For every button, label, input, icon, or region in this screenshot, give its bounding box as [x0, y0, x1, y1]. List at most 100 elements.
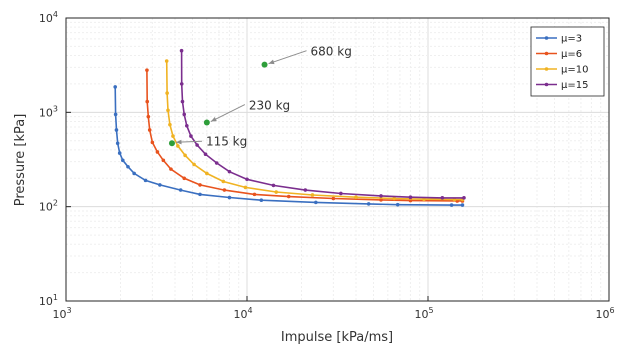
data-point	[158, 183, 162, 187]
data-point	[165, 91, 169, 95]
legend: μ=3 μ=6 μ=10 μ=15	[530, 26, 605, 97]
data-point	[252, 192, 257, 197]
legend-swatch-marker	[544, 36, 549, 40]
data-point	[143, 178, 148, 183]
annotation-arrow	[268, 50, 307, 65]
legend-label: μ=6	[561, 49, 582, 60]
data-point	[113, 85, 118, 89]
data-point	[132, 171, 136, 176]
data-point	[145, 68, 149, 72]
data-point	[310, 193, 315, 197]
x-axis: 103 104 105 106	[52, 296, 615, 321]
y-tick-base: 10	[39, 106, 53, 119]
data-point	[147, 128, 152, 132]
legend-label: μ=15	[561, 80, 588, 91]
data-point	[286, 194, 291, 199]
annotation-label: 230 kg	[249, 99, 290, 113]
data-point	[183, 153, 187, 158]
annotation-arrow	[210, 104, 246, 122]
data-point	[182, 176, 187, 181]
data-point	[150, 140, 155, 145]
x-tick-exponent: 5	[428, 306, 433, 315]
data-point	[117, 151, 122, 155]
series-line	[146, 70, 463, 202]
annotation-point	[168, 140, 175, 147]
plot-background	[66, 18, 609, 301]
data-point	[114, 128, 119, 132]
legend-entry: μ=15	[536, 80, 588, 91]
data-point	[155, 150, 160, 154]
series-group	[113, 48, 466, 207]
data-point	[198, 192, 202, 197]
y-tick-label: 102	[39, 199, 58, 214]
data-point	[113, 112, 118, 117]
data-point	[222, 188, 227, 192]
y-tick-label: 104	[39, 10, 58, 25]
data-point	[168, 122, 172, 127]
data-point	[198, 183, 202, 187]
data-point	[379, 198, 383, 202]
series-mu-1	[113, 85, 465, 207]
data-point	[121, 158, 125, 163]
legend-entry: μ=6	[536, 49, 582, 60]
data-point	[303, 188, 308, 192]
y-tick-exponent: 4	[53, 10, 58, 19]
annotation-label: 115 kg	[206, 134, 247, 148]
data-point	[243, 185, 248, 190]
data-point	[180, 99, 185, 104]
data-point	[179, 82, 184, 86]
annotation: 680 kg	[261, 45, 352, 68]
data-point	[195, 143, 199, 147]
data-point	[271, 183, 276, 188]
y-tick-base: 10	[39, 201, 53, 214]
legend-swatch-marker	[544, 51, 549, 56]
annotation-arrowhead	[268, 59, 275, 65]
annotation-arrowhead	[210, 116, 217, 122]
legend-label: μ=3	[561, 34, 582, 45]
x-tick-base: 10	[233, 308, 247, 321]
data-point	[145, 99, 150, 104]
data-point	[171, 134, 175, 138]
data-point	[408, 195, 413, 199]
data-point	[205, 171, 209, 176]
annotation-label: 680 kg	[311, 45, 352, 59]
y-tick-label: 101	[39, 293, 58, 308]
y-tick-exponent: 3	[53, 104, 58, 113]
x-tick-label: 103	[52, 306, 71, 321]
data-point	[395, 202, 400, 207]
x-tick-exponent: 3	[66, 306, 71, 315]
data-point	[164, 59, 169, 63]
x-tick-base: 10	[414, 308, 428, 321]
data-point	[440, 196, 445, 200]
data-point	[126, 164, 130, 169]
data-point	[366, 202, 371, 206]
data-point	[259, 198, 264, 203]
annotation-point	[203, 119, 210, 126]
legend-swatch-marker	[544, 82, 549, 87]
data-point	[221, 179, 226, 184]
data-point	[379, 194, 383, 198]
y-axis-title: Pressure [kPa]	[13, 114, 28, 207]
data-point	[189, 134, 193, 138]
data-point	[339, 191, 343, 196]
data-point	[203, 152, 208, 156]
data-point	[214, 161, 219, 165]
data-point	[274, 190, 279, 194]
data-point	[314, 200, 318, 205]
y-tick-base: 10	[39, 12, 53, 25]
annotation: 115 kg	[168, 134, 247, 148]
data-point	[460, 203, 465, 207]
data-point	[146, 114, 151, 119]
legend-entry: μ=3	[536, 34, 582, 45]
y-tick-label: 103	[39, 104, 58, 119]
data-point	[462, 196, 466, 200]
data-point	[192, 162, 196, 167]
annotations: 680 kg 230 kg 115 kg	[168, 45, 352, 148]
y-tick-exponent: 2	[53, 199, 58, 208]
data-point	[178, 188, 183, 192]
data-point	[245, 177, 249, 182]
x-tick-label: 104	[233, 306, 252, 321]
data-point	[179, 48, 184, 53]
data-point	[176, 144, 180, 148]
